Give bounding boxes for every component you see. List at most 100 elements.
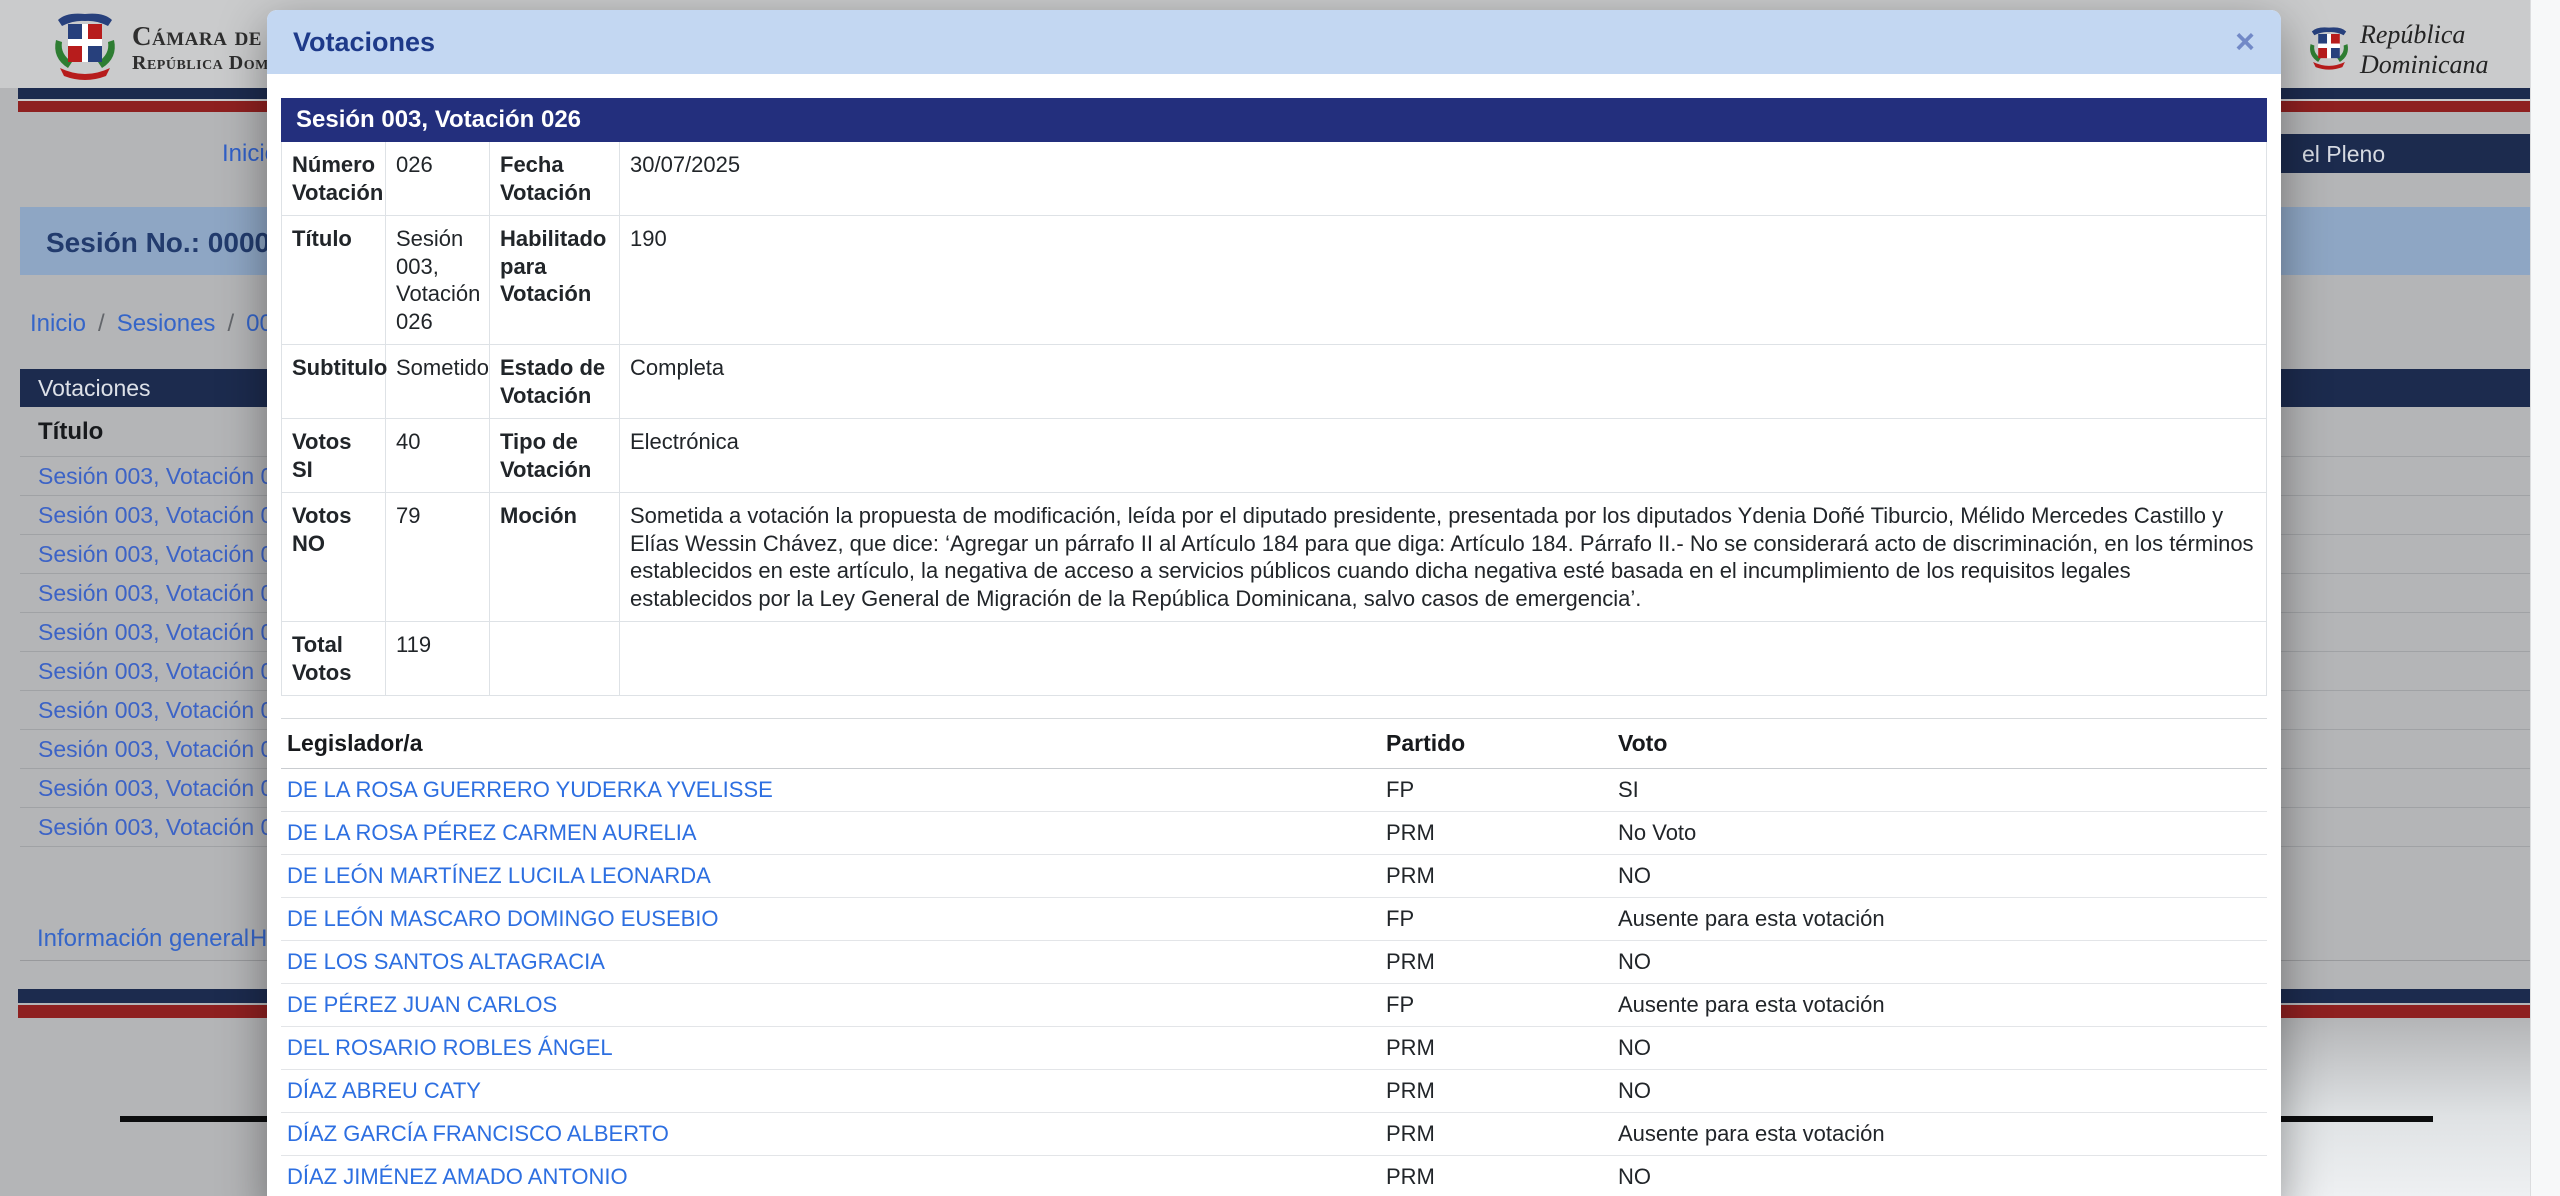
vote-detail-row: Título Sesión 003, Votación 026 Habilita… (281, 215, 2267, 345)
sidebar-vote-link[interactable]: Sesión 003, Votación 030 (38, 814, 299, 840)
detail-value-1: 40 (385, 418, 490, 493)
detail-label-1: Subtitulo (281, 344, 387, 419)
vote-detail-row: Votos NO 79 Moción Sometida a votación l… (281, 492, 2267, 622)
breadcrumb-inicio[interactable]: Inicio (30, 310, 87, 337)
detail-label-1: Votos NO (281, 492, 386, 622)
modal-body: Sesión 003, Votación 026 Número Votación… (267, 74, 2281, 1196)
partial-tab-link[interactable]: H (250, 925, 268, 952)
detail-value-2: Electrónica (619, 418, 2267, 493)
detail-label-1: Total Votos (281, 621, 386, 696)
detail-label-2: Fecha Votación (489, 141, 620, 216)
detail-label-1: Título (281, 215, 386, 345)
legislator-row: DÍAZ ABREU CATY PRM NO (281, 1069, 2267, 1113)
sidebar-vote-link[interactable]: Sesión 003, Votación 026 (38, 658, 299, 684)
legislator-party: PRM (1380, 1155, 1612, 1196)
legislator-vote: Ausente para esta votación (1612, 983, 2267, 1027)
detail-value-1: 79 (385, 492, 490, 622)
detail-label-2: Habilitado para Votación (489, 215, 620, 345)
vote-detail-table-header: Sesión 003, Votación 026 (281, 98, 2267, 142)
sidebar-vote-link[interactable]: Sesión 003, Votación 024 (38, 580, 299, 606)
legislator-vote: NO (1612, 854, 2267, 898)
sidebar-vote-link[interactable]: Sesión 003, Votación 023 (38, 541, 299, 567)
legislator-party: FP (1380, 983, 1612, 1027)
legislator-party: PRM (1380, 1112, 1612, 1156)
vote-detail-row: Votos SI 40 Tipo de Votación Electrónica (281, 418, 2267, 493)
legislator-vote: Ausente para esta votación (1612, 1112, 2267, 1156)
vote-detail-table: Sesión 003, Votación 026 Número Votación… (281, 98, 2267, 696)
close-icon[interactable]: × (2235, 23, 2255, 61)
legislator-link[interactable]: DE LEÓN MASCARO DOMINGO EUSEBIO (287, 906, 719, 931)
legislator-link[interactable]: DE LOS SANTOS ALTAGRACIA (287, 949, 605, 974)
legislators-table: Legislador/a Partido Voto DE LA ROSA GUE… (281, 718, 2267, 1196)
legislator-party: FP (1380, 768, 1612, 812)
legislator-vote: Ausente para esta votación (1612, 897, 2267, 941)
detail-value-2: Completa (619, 344, 2267, 419)
legislator-row: DÍAZ GARCÍA FRANCISCO ALBERTO PRM Ausent… (281, 1112, 2267, 1156)
legislator-vote: NO (1612, 940, 2267, 984)
legislator-vote: SI (1612, 768, 2267, 812)
page-right-strip (2530, 0, 2560, 1196)
legislator-vote: NO (1612, 1155, 2267, 1196)
detail-label-1: Votos SI (281, 418, 386, 493)
detail-label-2: Estado de Votación (489, 344, 620, 419)
breadcrumb-sesiones[interactable]: Sesiones (116, 310, 216, 337)
legislator-row: DE PÉREZ JUAN CARLOS FP Ausente para est… (281, 983, 2267, 1027)
legislators-header-row: Legislador/a Partido Voto (281, 718, 2267, 769)
sidebar-vote-link[interactable]: Sesión 003, Votación 027 (38, 697, 299, 723)
col-voto: Voto (1612, 718, 2267, 769)
coat-of-arms-icon (52, 10, 118, 87)
detail-label-2: Tipo de Votación (489, 418, 620, 493)
legislator-link[interactable]: DE LEÓN MARTÍNEZ LUCILA LEONARDA (287, 863, 711, 888)
legislator-party: PRM (1380, 1069, 1612, 1113)
detail-value-1: Sometido (385, 344, 490, 419)
legislator-row: DE LA ROSA PÉREZ CARMEN AURELIA PRM No V… (281, 811, 2267, 855)
gov-wordmark: República Dominicana (2360, 20, 2489, 79)
legislator-link[interactable]: DÍAZ ABREU CATY (287, 1078, 481, 1103)
detail-value-1: 026 (385, 141, 490, 216)
legislators-rows: DE LA ROSA GUERRERO YUDERKA YVELISSE FP … (281, 768, 2267, 1196)
vote-detail-rows: Número Votación 026 Fecha Votación 30/07… (281, 141, 2267, 696)
active-section-label: el Pleno (2302, 141, 2386, 167)
legislator-row: DÍAZ JIMÉNEZ AMADO ANTONIO PRM NO (281, 1155, 2267, 1196)
legislator-link[interactable]: DE PÉREZ JUAN CARLOS (287, 992, 558, 1017)
detail-label-1: Número Votación (281, 141, 386, 216)
coat-of-arms-small-icon (2308, 25, 2350, 76)
legislator-row: DEL ROSARIO ROBLES ÁNGEL PRM NO (281, 1026, 2267, 1070)
col-legislador: Legislador/a (281, 718, 1380, 769)
sidebar-vote-link[interactable]: Sesión 003, Votación 025 (38, 619, 299, 645)
detail-value-2: Sometida a votación la propuesta de modi… (619, 492, 2267, 622)
detail-value-1: Sesión 003, Votación 026 (385, 215, 490, 345)
detail-label-2: Moción (489, 492, 620, 622)
legislator-vote: NO (1612, 1026, 2267, 1070)
sidebar-vote-link[interactable]: Sesión 003, Votación 021 (38, 463, 299, 489)
detail-value-1: 119 (385, 621, 490, 696)
legislator-link[interactable]: DE LA ROSA PÉREZ CARMEN AURELIA (287, 820, 697, 845)
sidebar-vote-link[interactable]: Sesión 003, Votación 022 (38, 502, 299, 528)
detail-value-2 (619, 621, 2267, 696)
modal-header: Votaciones × (267, 10, 2281, 74)
legislator-vote: NO (1612, 1069, 2267, 1113)
detail-value-2: 190 (619, 215, 2267, 345)
legislator-party: PRM (1380, 811, 1612, 855)
legislator-link[interactable]: DÍAZ GARCÍA FRANCISCO ALBERTO (287, 1121, 669, 1146)
detail-value-2: 30/07/2025 (619, 141, 2267, 216)
vote-detail-row: Total Votos 119 (281, 621, 2267, 696)
legislator-link[interactable]: DE LA ROSA GUERRERO YUDERKA YVELISSE (287, 777, 773, 802)
gov-logo: República Dominicana (2308, 20, 2560, 80)
legislator-link[interactable]: DÍAZ JIMÉNEZ AMADO ANTONIO (287, 1164, 628, 1189)
vote-detail-row: Número Votación 026 Fecha Votación 30/07… (281, 141, 2267, 216)
sidebar-vote-link[interactable]: Sesión 003, Votación 028 (38, 736, 299, 762)
legislator-row: DE LA ROSA GUERRERO YUDERKA YVELISSE FP … (281, 768, 2267, 812)
legislator-link[interactable]: DEL ROSARIO ROBLES ÁNGEL (287, 1035, 613, 1060)
breadcrumb-separator: / (227, 310, 235, 337)
sidebar-vote-link[interactable]: Sesión 003, Votación 029 (38, 775, 299, 801)
legislator-row: DE LEÓN MARTÍNEZ LUCILA LEONARDA PRM NO (281, 854, 2267, 898)
breadcrumb-separator: / (98, 310, 105, 337)
vote-detail-row: Subtitulo Sometido Estado de Votación Co… (281, 344, 2267, 419)
legislator-row: DE LEÓN MASCARO DOMINGO EUSEBIO FP Ausen… (281, 897, 2267, 941)
legislator-party: PRM (1380, 854, 1612, 898)
legislator-party: FP (1380, 897, 1612, 941)
sidebar-votaciones-title: Votaciones (38, 375, 151, 401)
informacion-general-link[interactable]: Información general (37, 925, 250, 952)
legislator-party: PRM (1380, 940, 1612, 984)
